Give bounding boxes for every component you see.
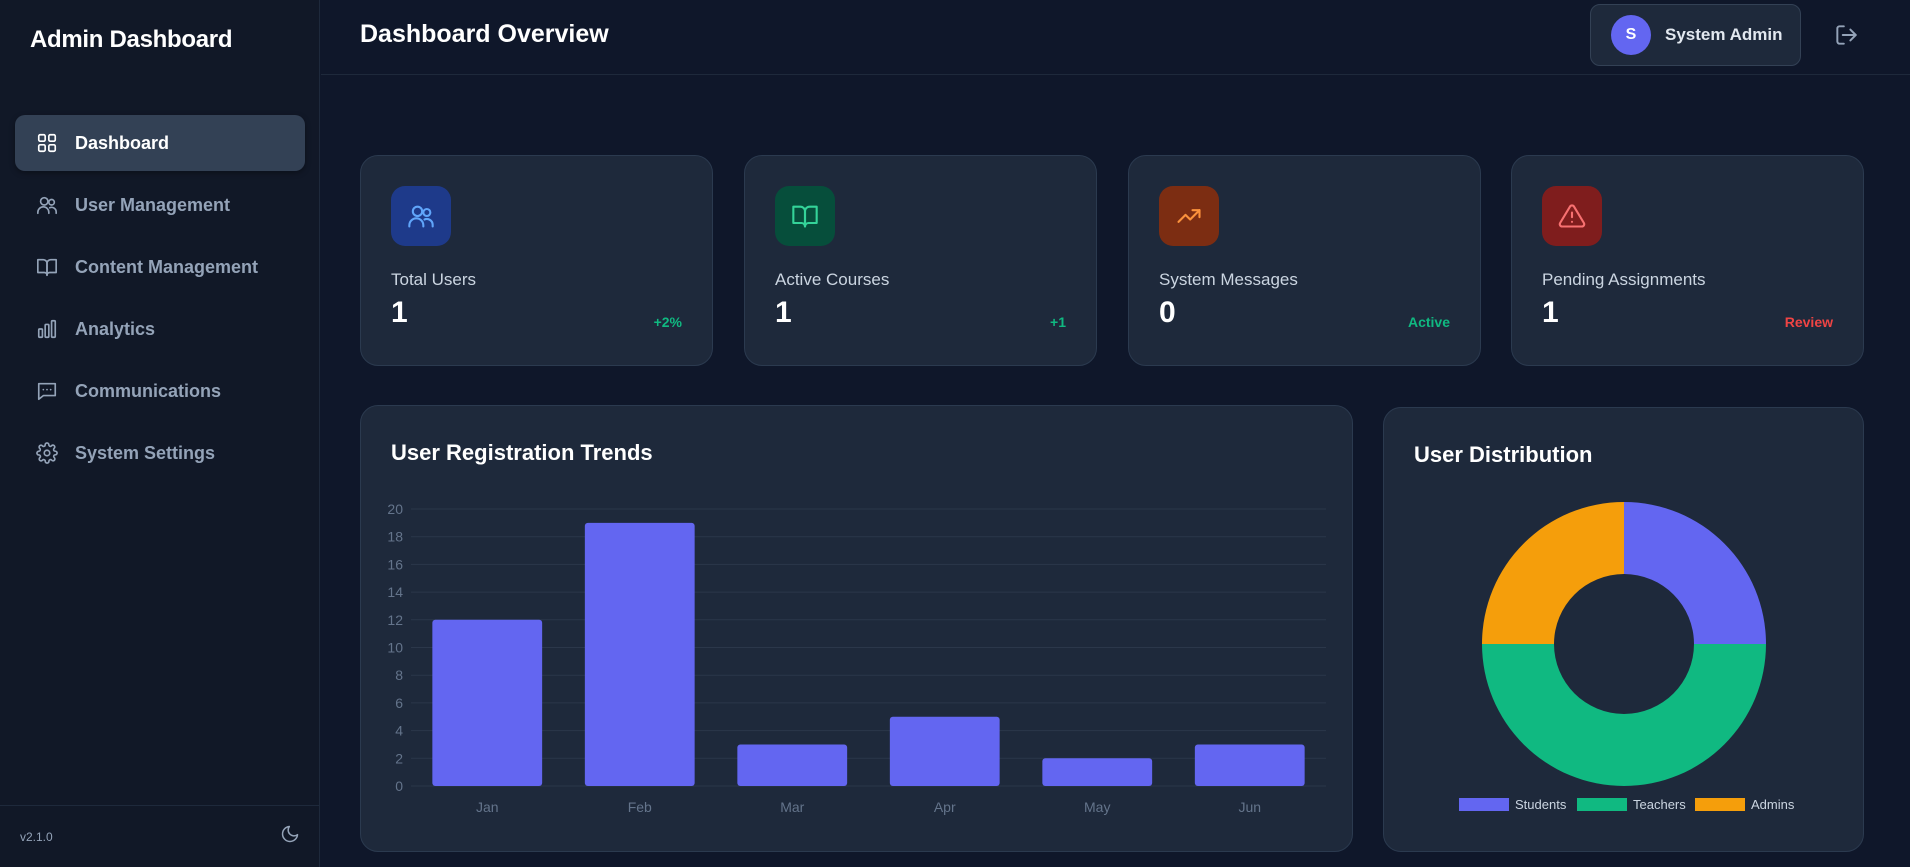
- registration-chart-card: User Registration Trends 0 2 4 6 8 10 12 14 16 18…: [360, 405, 1353, 852]
- legend-swatch: [1459, 798, 1509, 811]
- stat-label: Total Users: [391, 270, 477, 289]
- y-tick-label: 8: [395, 667, 403, 683]
- users-icon: [391, 186, 451, 246]
- sidebar: Admin Dashboard Dashboard User Managemen…: [0, 0, 320, 867]
- stat-card-pending-assignments: Pending Assignments 1 Review: [1511, 155, 1864, 366]
- x-tick-label: Feb: [628, 799, 652, 815]
- y-tick-label: 20: [387, 501, 403, 517]
- pie-slice-teachers[interactable]: [1482, 644, 1766, 786]
- stat-badge: +1: [1050, 314, 1066, 330]
- users-icon: [35, 193, 59, 217]
- sidebar-item-label: Analytics: [75, 318, 156, 339]
- sidebar-item-analytics[interactable]: Analytics: [15, 301, 305, 357]
- sidebar-item-label: Communications: [75, 380, 222, 401]
- y-tick-label: 18: [387, 529, 403, 545]
- sidebar-item-communications[interactable]: Communications: [15, 363, 305, 419]
- stat-card-system-messages: System Messages 0 Active: [1128, 155, 1481, 366]
- y-tick-label: 2: [395, 750, 403, 766]
- pie-slice-admins[interactable]: [1482, 502, 1624, 644]
- sidebar-item-label: User Management: [75, 194, 231, 215]
- sidebar-nav: Dashboard User Management Content Manage…: [15, 115, 305, 487]
- stat-badge: +2%: [653, 314, 682, 330]
- avatar: S: [1611, 15, 1651, 55]
- distribution-donut-chart: Students Teachers Admins: [1459, 502, 1795, 812]
- bar[interactable]: [1194, 744, 1305, 786]
- alert-triangle-icon: [1542, 186, 1602, 246]
- stat-label: Active Courses: [775, 270, 890, 289]
- version-label: v2.1.0: [20, 829, 53, 844]
- distribution-chart-card: User Distribution Students Teachers Admins: [1383, 407, 1864, 852]
- stat-label: Pending Assignments: [1542, 270, 1706, 289]
- brand-title: Admin Dashboard: [30, 26, 233, 53]
- x-tick-label: Jan: [476, 799, 499, 815]
- user-name: System Admin: [1665, 25, 1783, 44]
- y-tick-label: 10: [387, 640, 403, 656]
- grid-icon: [35, 131, 59, 155]
- legend-swatch: [1577, 798, 1627, 811]
- user-menu-button[interactable]: S System Admin: [1590, 4, 1801, 66]
- sidebar-item-user-management[interactable]: User Management: [15, 177, 305, 233]
- stat-badge: Review: [1784, 314, 1833, 330]
- sidebar-item-system-settings[interactable]: System Settings: [15, 425, 305, 481]
- x-tick-label: May: [1084, 799, 1110, 815]
- legend-label[interactable]: Admins: [1751, 797, 1795, 812]
- stat-label: System Messages: [1159, 270, 1298, 289]
- y-tick-label: 12: [387, 612, 403, 628]
- pie-slice-students[interactable]: [1624, 502, 1766, 644]
- stat-card-active-courses: Active Courses 1 +1: [744, 155, 1097, 366]
- y-tick-label: 14: [387, 584, 403, 600]
- gear-icon: [35, 441, 59, 465]
- sidebar-item-label: Content Management: [75, 256, 259, 277]
- moon-icon[interactable]: [280, 824, 300, 849]
- stat-value: 1: [1542, 296, 1559, 329]
- bar[interactable]: [432, 619, 543, 786]
- chart-title: User Registration Trends: [391, 440, 653, 465]
- bar[interactable]: [1042, 758, 1153, 786]
- stat-value: 1: [391, 296, 408, 329]
- book-icon: [775, 186, 835, 246]
- y-tick-label: 6: [395, 695, 403, 711]
- page-title: Dashboard Overview: [360, 20, 609, 48]
- sidebar-item-label: System Settings: [75, 442, 216, 463]
- stat-value: 0: [1159, 296, 1176, 329]
- sidebar-footer: v2.1.0: [0, 805, 320, 867]
- legend-label[interactable]: Students: [1515, 797, 1567, 812]
- x-tick-label: Mar: [780, 799, 804, 815]
- bar-chart-icon: [35, 317, 59, 341]
- sidebar-item-label: Dashboard: [75, 132, 170, 153]
- stat-badge: Active: [1407, 314, 1450, 330]
- chart-title: User Distribution: [1414, 442, 1593, 467]
- book-icon: [35, 255, 59, 279]
- bar[interactable]: [584, 522, 695, 786]
- registration-bar-chart: 0 2 4 6 8 10 12 14 16 18 20 Jan Feb Mar Apr May Jun: [387, 501, 1326, 815]
- sidebar-item-dashboard[interactable]: Dashboard: [15, 115, 305, 171]
- legend-label[interactable]: Teachers: [1633, 797, 1686, 812]
- y-tick-label: 4: [395, 723, 403, 739]
- x-tick-label: Jun: [1238, 799, 1261, 815]
- sidebar-item-content-management[interactable]: Content Management: [15, 239, 305, 295]
- y-tick-label: 0: [395, 778, 403, 794]
- message-icon: [35, 379, 59, 403]
- bar[interactable]: [889, 716, 1000, 786]
- stat-value: 1: [775, 296, 792, 329]
- top-header: Dashboard Overview S System Admin: [321, 0, 1910, 75]
- stat-card-total-users: Total Users 1 +2%: [360, 155, 713, 366]
- legend-swatch: [1695, 798, 1745, 811]
- bar[interactable]: [737, 744, 848, 786]
- y-tick-label: 16: [387, 556, 403, 572]
- logout-icon[interactable]: [1831, 20, 1861, 50]
- x-tick-label: Apr: [934, 799, 956, 815]
- trending-up-icon: [1159, 186, 1219, 246]
